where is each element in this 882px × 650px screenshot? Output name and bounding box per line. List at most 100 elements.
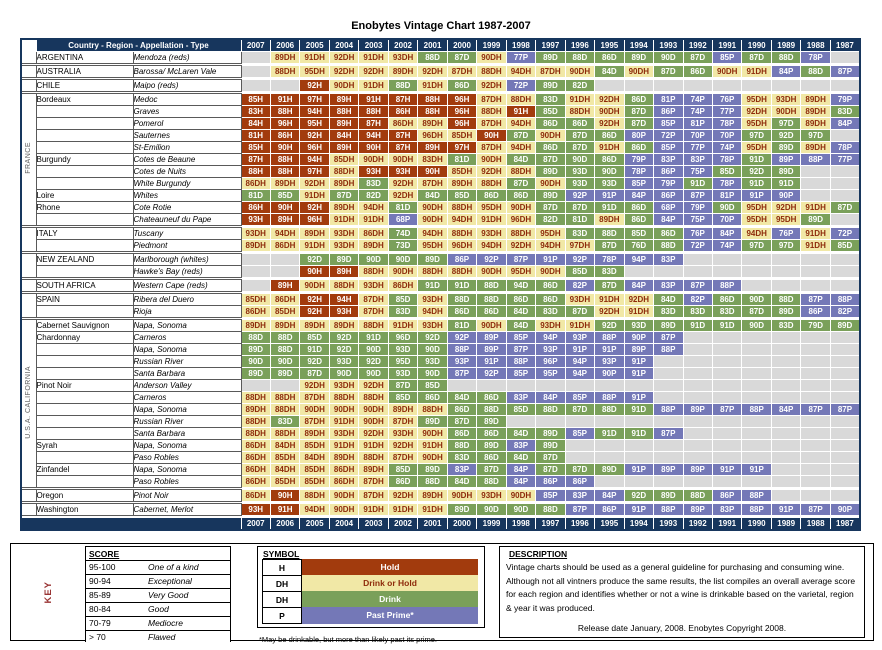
year-header: 2002 xyxy=(387,38,419,52)
score-cell: 89D xyxy=(535,51,566,64)
score-cell: 90DH xyxy=(476,319,507,332)
score-cell: 89DH xyxy=(800,105,831,118)
score-cell: 94DH xyxy=(535,239,566,252)
score-cell: 94P xyxy=(535,331,566,344)
score-cell: 88D xyxy=(446,293,478,306)
score-cell: 86P xyxy=(653,165,684,178)
score-cell: 70P xyxy=(711,213,743,226)
score-cell: 82D xyxy=(535,213,566,226)
score-cell: 88DH xyxy=(358,391,389,404)
score-range-label: Very Good xyxy=(148,590,189,600)
score-cell: 89DH xyxy=(800,93,831,106)
score-cell: 94H xyxy=(358,129,389,142)
score-cell: 89DH xyxy=(358,463,389,476)
year-header: 1988 xyxy=(800,38,831,52)
score-cell: 93DH xyxy=(770,93,802,106)
score-cell xyxy=(800,439,831,452)
score-cell: 90DH xyxy=(358,415,389,428)
score-cell: 88DH xyxy=(417,403,448,416)
country-strip-cell: FRANCE xyxy=(20,93,37,226)
score-cell: 94P xyxy=(564,367,596,380)
score-cell: 92DH xyxy=(328,51,360,64)
key-label-strip: KEY xyxy=(11,544,85,640)
score-cell: 92DH xyxy=(623,293,655,306)
score-cell: 87D xyxy=(682,51,714,64)
region-label: ITALY xyxy=(35,227,134,240)
score-cell: 90D xyxy=(417,367,448,380)
score-cell: 85DH xyxy=(269,475,301,488)
score-cell: 91P xyxy=(535,253,566,266)
score-cell: 91DH xyxy=(417,79,448,92)
score-cell: 88P xyxy=(653,403,684,416)
region-label: Bordeaux xyxy=(35,93,134,106)
appellation-label: Carneros xyxy=(132,391,242,404)
score-cell xyxy=(770,489,802,502)
score-cell: 84D xyxy=(417,189,448,202)
symbol-legend: SYMBOL H Hold DH Drink or Hold DH Drink P Past … xyxy=(257,546,485,628)
score-cell xyxy=(711,79,743,92)
score-cell: 72P xyxy=(682,239,714,252)
corner-header: Country - Region - Appellation - Type xyxy=(35,38,242,52)
score-cell: 90D xyxy=(594,165,625,178)
year-header: 2006 xyxy=(269,517,301,531)
score-cell: 88DH xyxy=(505,227,537,240)
score-cell: 91P xyxy=(564,343,596,356)
score-cell: 88DH xyxy=(269,65,301,78)
score-cell: 93D xyxy=(594,177,625,190)
score-cell: 94H xyxy=(299,105,330,118)
score-range: 90-94 xyxy=(89,576,111,586)
score-cell: 70P xyxy=(682,129,714,142)
score-cell: 90D xyxy=(387,253,419,266)
score-cell: 90H xyxy=(417,165,448,178)
score-cell: 91DH xyxy=(358,503,389,516)
group-spacer xyxy=(21,251,860,254)
appellation-label: Carneros xyxy=(132,331,242,344)
group-spacer-row xyxy=(21,251,860,254)
year-header: 1994 xyxy=(623,38,655,52)
score-cell: 93P xyxy=(564,331,596,344)
score-cell: 86D xyxy=(535,293,566,306)
score-cell: 91P xyxy=(623,391,655,404)
appellation-label: Russian River xyxy=(132,355,242,368)
score-cell: 86D xyxy=(535,141,566,154)
score-cell: 88P xyxy=(800,153,831,166)
score-cell: 89D xyxy=(653,319,684,332)
score-cell: 91D xyxy=(682,319,714,332)
score-cell: 86P xyxy=(653,189,684,202)
score-cell: 86DH xyxy=(240,489,271,502)
year-header: 2007 xyxy=(240,38,271,52)
score-cell: 89D xyxy=(417,415,448,428)
score-cell: 76P xyxy=(770,227,802,240)
score-cell: 91DH xyxy=(387,319,419,332)
score-cell: 86D xyxy=(505,293,537,306)
score-cell xyxy=(741,367,772,380)
score-cell xyxy=(653,379,684,392)
score-cell: 88DH xyxy=(299,489,330,502)
score-cell: 92H xyxy=(299,293,330,306)
score-cell xyxy=(800,165,831,178)
score-cell: 88D xyxy=(770,293,802,306)
score-cell: 91P xyxy=(594,189,625,202)
score-cell: 85DH xyxy=(240,293,271,306)
score-cell: 83P xyxy=(682,153,714,166)
score-cell xyxy=(446,379,478,392)
score-cell: 94P xyxy=(564,355,596,368)
score-cell: 95DH xyxy=(299,65,330,78)
score-cell: 90DH xyxy=(770,105,802,118)
group-spacer xyxy=(21,77,860,80)
score-cell: 84P xyxy=(505,463,537,476)
score-cell: 87DH xyxy=(358,305,389,318)
score-cell: 91DH xyxy=(800,201,831,214)
score-cell: 89H xyxy=(328,117,360,130)
score-cell: 86D xyxy=(535,117,566,130)
score-cell: 93DH xyxy=(417,319,448,332)
score-cell: 89DH xyxy=(328,201,360,214)
score-cell: 90DH xyxy=(623,65,655,78)
score-cell: 91DH xyxy=(564,93,596,106)
score-cell: 93DH xyxy=(328,227,360,240)
score-cell: 88H xyxy=(417,105,448,118)
score-cell: 89H xyxy=(269,279,301,292)
score-cell: 85P xyxy=(653,141,684,154)
region-label xyxy=(35,129,134,142)
score-cell: 87D xyxy=(505,177,537,190)
